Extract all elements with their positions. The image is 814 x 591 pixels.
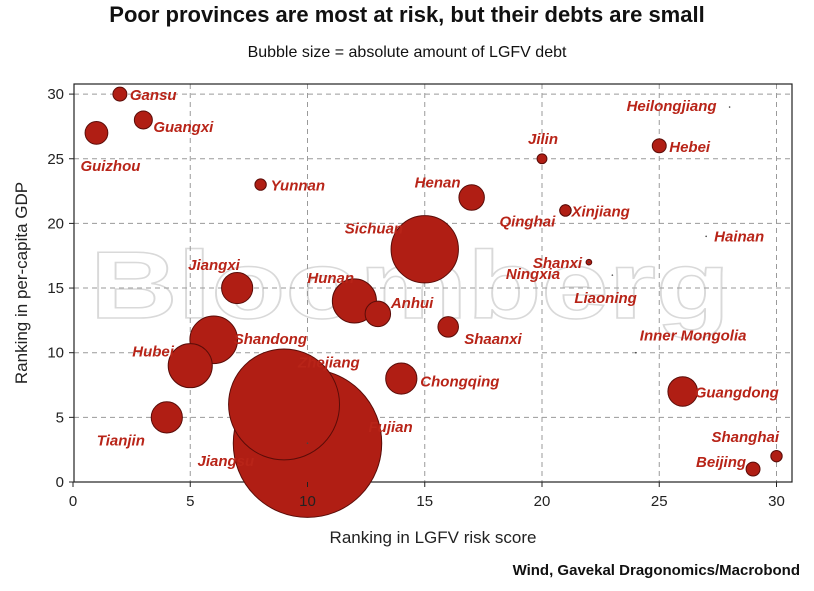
- x-tick-label: 15: [416, 493, 433, 510]
- x-tick-label: 25: [651, 493, 668, 510]
- x-tick-label: 10: [299, 493, 316, 510]
- bubble-inner-mongolia: [635, 351, 637, 354]
- source-note: Wind, Gavekal Dragonomics/Macrobond: [512, 562, 800, 579]
- bubbles: [84, 86, 783, 518]
- chart-subtitle: Bubble size = absolute amount of LGFV de…: [247, 44, 567, 61]
- bubble-henan: [458, 184, 485, 211]
- label-beijing: Beijing: [696, 454, 746, 471]
- bubble-tianjin: [150, 401, 183, 434]
- label-hebei: Hebei: [669, 139, 711, 156]
- bubble-liaoning: [611, 274, 614, 276]
- bubble-zhejiang: [228, 348, 341, 461]
- bubble-shanghai: [770, 449, 783, 463]
- y-tick-label: 15: [47, 280, 64, 297]
- y-tick-label: 30: [47, 86, 64, 103]
- label-inner-mongolia: Inner Mongolia: [640, 328, 747, 345]
- label-chongqing: Chongqing: [420, 374, 499, 391]
- y-tick-label: 0: [56, 474, 64, 491]
- label-henan: Henan: [415, 175, 461, 192]
- y-tick-label: 20: [47, 215, 64, 232]
- label-tianjin: Tianjin: [97, 432, 145, 449]
- x-axis-ticks: 0 5 10 15 20 25 30: [69, 482, 785, 510]
- label-hubei: Hubei: [132, 344, 175, 361]
- bubble-shaanxi: [437, 316, 459, 338]
- label-anhui: Anhui: [390, 295, 434, 312]
- bubble-chongqing: [385, 362, 418, 395]
- label-ningxia: Ningxia: [506, 266, 560, 283]
- label-zhejiang: Zhejiang: [297, 354, 360, 371]
- point-labels: Gansu Guizhou Guangxi Yunnan Jilin Heilongjia…: [80, 87, 779, 471]
- x-axis-label: Ranking in LGFV risk score: [330, 528, 537, 547]
- bubble-hubei: [167, 343, 213, 389]
- bubble-anhui: [364, 300, 392, 328]
- x-tick-label: 20: [534, 493, 551, 510]
- label-jiangxi: Jiangxi: [188, 257, 241, 274]
- bubble-jiangxi: [221, 271, 254, 305]
- bubble-hebei: [651, 138, 667, 154]
- label-guizhou: Guizhou: [80, 158, 140, 175]
- bubble-xinjiang: [559, 204, 572, 217]
- y-tick-label: 5: [56, 409, 64, 426]
- label-shandong: Shandong: [234, 331, 307, 348]
- bubble-sichuan: [390, 215, 459, 284]
- label-jiangsu: Jiangsu: [198, 453, 255, 470]
- label-hainan: Hainan: [714, 228, 764, 245]
- x-tick-label: 0: [69, 493, 77, 510]
- label-jilin: Jilin: [528, 131, 558, 148]
- y-axis-ticks: 0 5 10 15 20 25 30: [47, 86, 74, 491]
- bubble-yunnan: [254, 178, 267, 191]
- label-heilongjiang: Heilongjiang: [627, 98, 717, 115]
- bubble-ningxia: [588, 261, 590, 263]
- bubble-guangdong: [667, 376, 698, 407]
- label-shanghai: Shanghai: [712, 429, 780, 446]
- label-xinjiang: Xinjiang: [570, 203, 629, 220]
- y-tick-label: 10: [47, 345, 64, 362]
- plot-frame: [73, 83, 793, 483]
- bubble-guangxi: [133, 110, 153, 130]
- label-guangdong: Guangdong: [695, 384, 779, 401]
- x-tick-label: 5: [186, 493, 194, 510]
- label-fujian: Fujian: [369, 419, 413, 436]
- x-tick-label: 30: [768, 493, 785, 510]
- bubble-guizhou: [84, 121, 109, 145]
- label-sichuan: Sichuan: [345, 220, 403, 237]
- label-hunan: Hunan: [307, 270, 354, 287]
- label-shaanxi: Shaanxi: [464, 331, 522, 348]
- label-guangxi: Guangxi: [153, 119, 214, 136]
- chart-title: Poor provinces are most at risk, but the…: [109, 2, 705, 27]
- y-axis-label: Ranking in per-capita GDP: [12, 182, 31, 384]
- bubble-heilongjiang: [728, 106, 731, 108]
- label-qinghai: Qinghai: [499, 213, 556, 230]
- y-tick-label: 25: [47, 151, 64, 168]
- bubble-beijing: [745, 461, 761, 477]
- label-liaoning: Liaoning: [574, 290, 637, 307]
- bubble-jilin: [536, 153, 548, 165]
- bubble-gansu: [112, 86, 128, 102]
- bubble-hainan: [705, 235, 707, 238]
- label-yunnan: Yunnan: [271, 178, 325, 195]
- bubble-fujian: [306, 442, 309, 445]
- label-gansu: Gansu: [130, 87, 177, 104]
- label-shanxi: Shanxi: [533, 255, 583, 272]
